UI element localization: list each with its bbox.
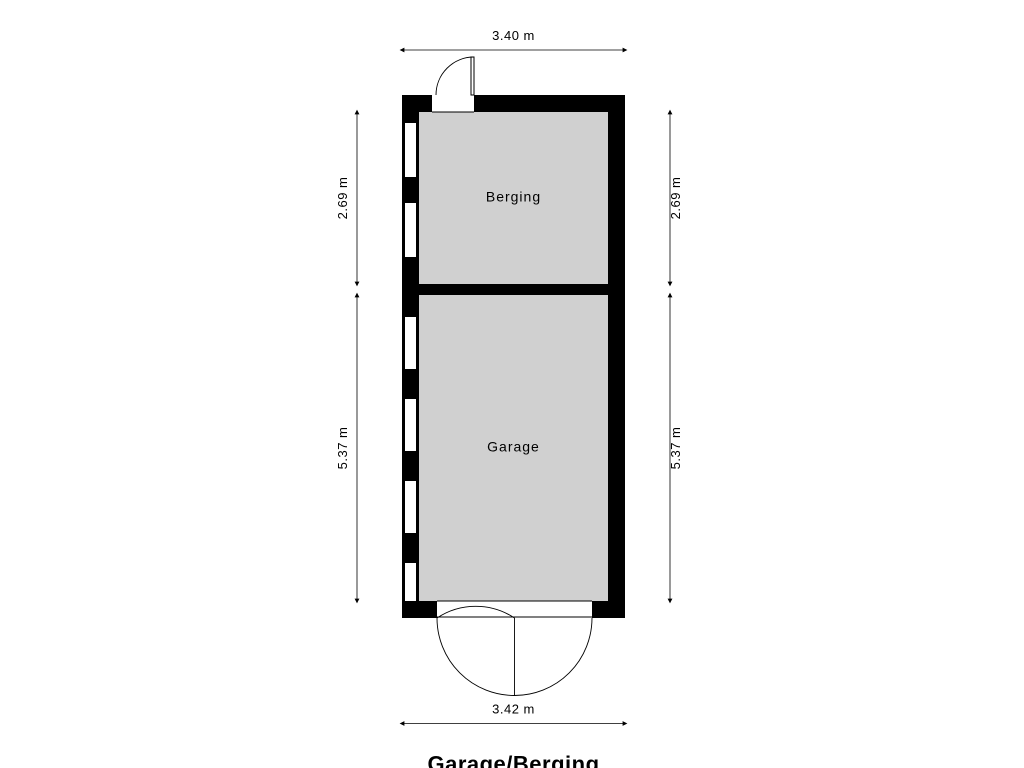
plan-title: Garage/Berging bbox=[427, 752, 599, 768]
dim-top-label: 3.40 m bbox=[492, 28, 535, 43]
partition-wall bbox=[402, 284, 625, 295]
dim-right-lower-label: 5.37 m bbox=[668, 427, 683, 470]
garage-door-swing-left bbox=[437, 618, 515, 696]
dim-bottom-label: 3.42 m bbox=[492, 702, 535, 717]
room-label-garage: Garage bbox=[487, 439, 540, 455]
door-leaf-berging bbox=[471, 57, 474, 95]
dim-left-lower-label: 5.37 m bbox=[335, 427, 350, 470]
dim-right-upper-label: 2.69 m bbox=[668, 177, 683, 220]
floor-plan: Berging Garage 3.40 m 3.42 m 2.69 m 5.37 m 2.6… bbox=[0, 0, 1024, 768]
garage-door-swing-right bbox=[515, 618, 593, 696]
room-label-berging: Berging bbox=[486, 189, 541, 205]
dim-left-upper-label: 2.69 m bbox=[335, 177, 350, 220]
door-swing-berging bbox=[436, 57, 474, 95]
